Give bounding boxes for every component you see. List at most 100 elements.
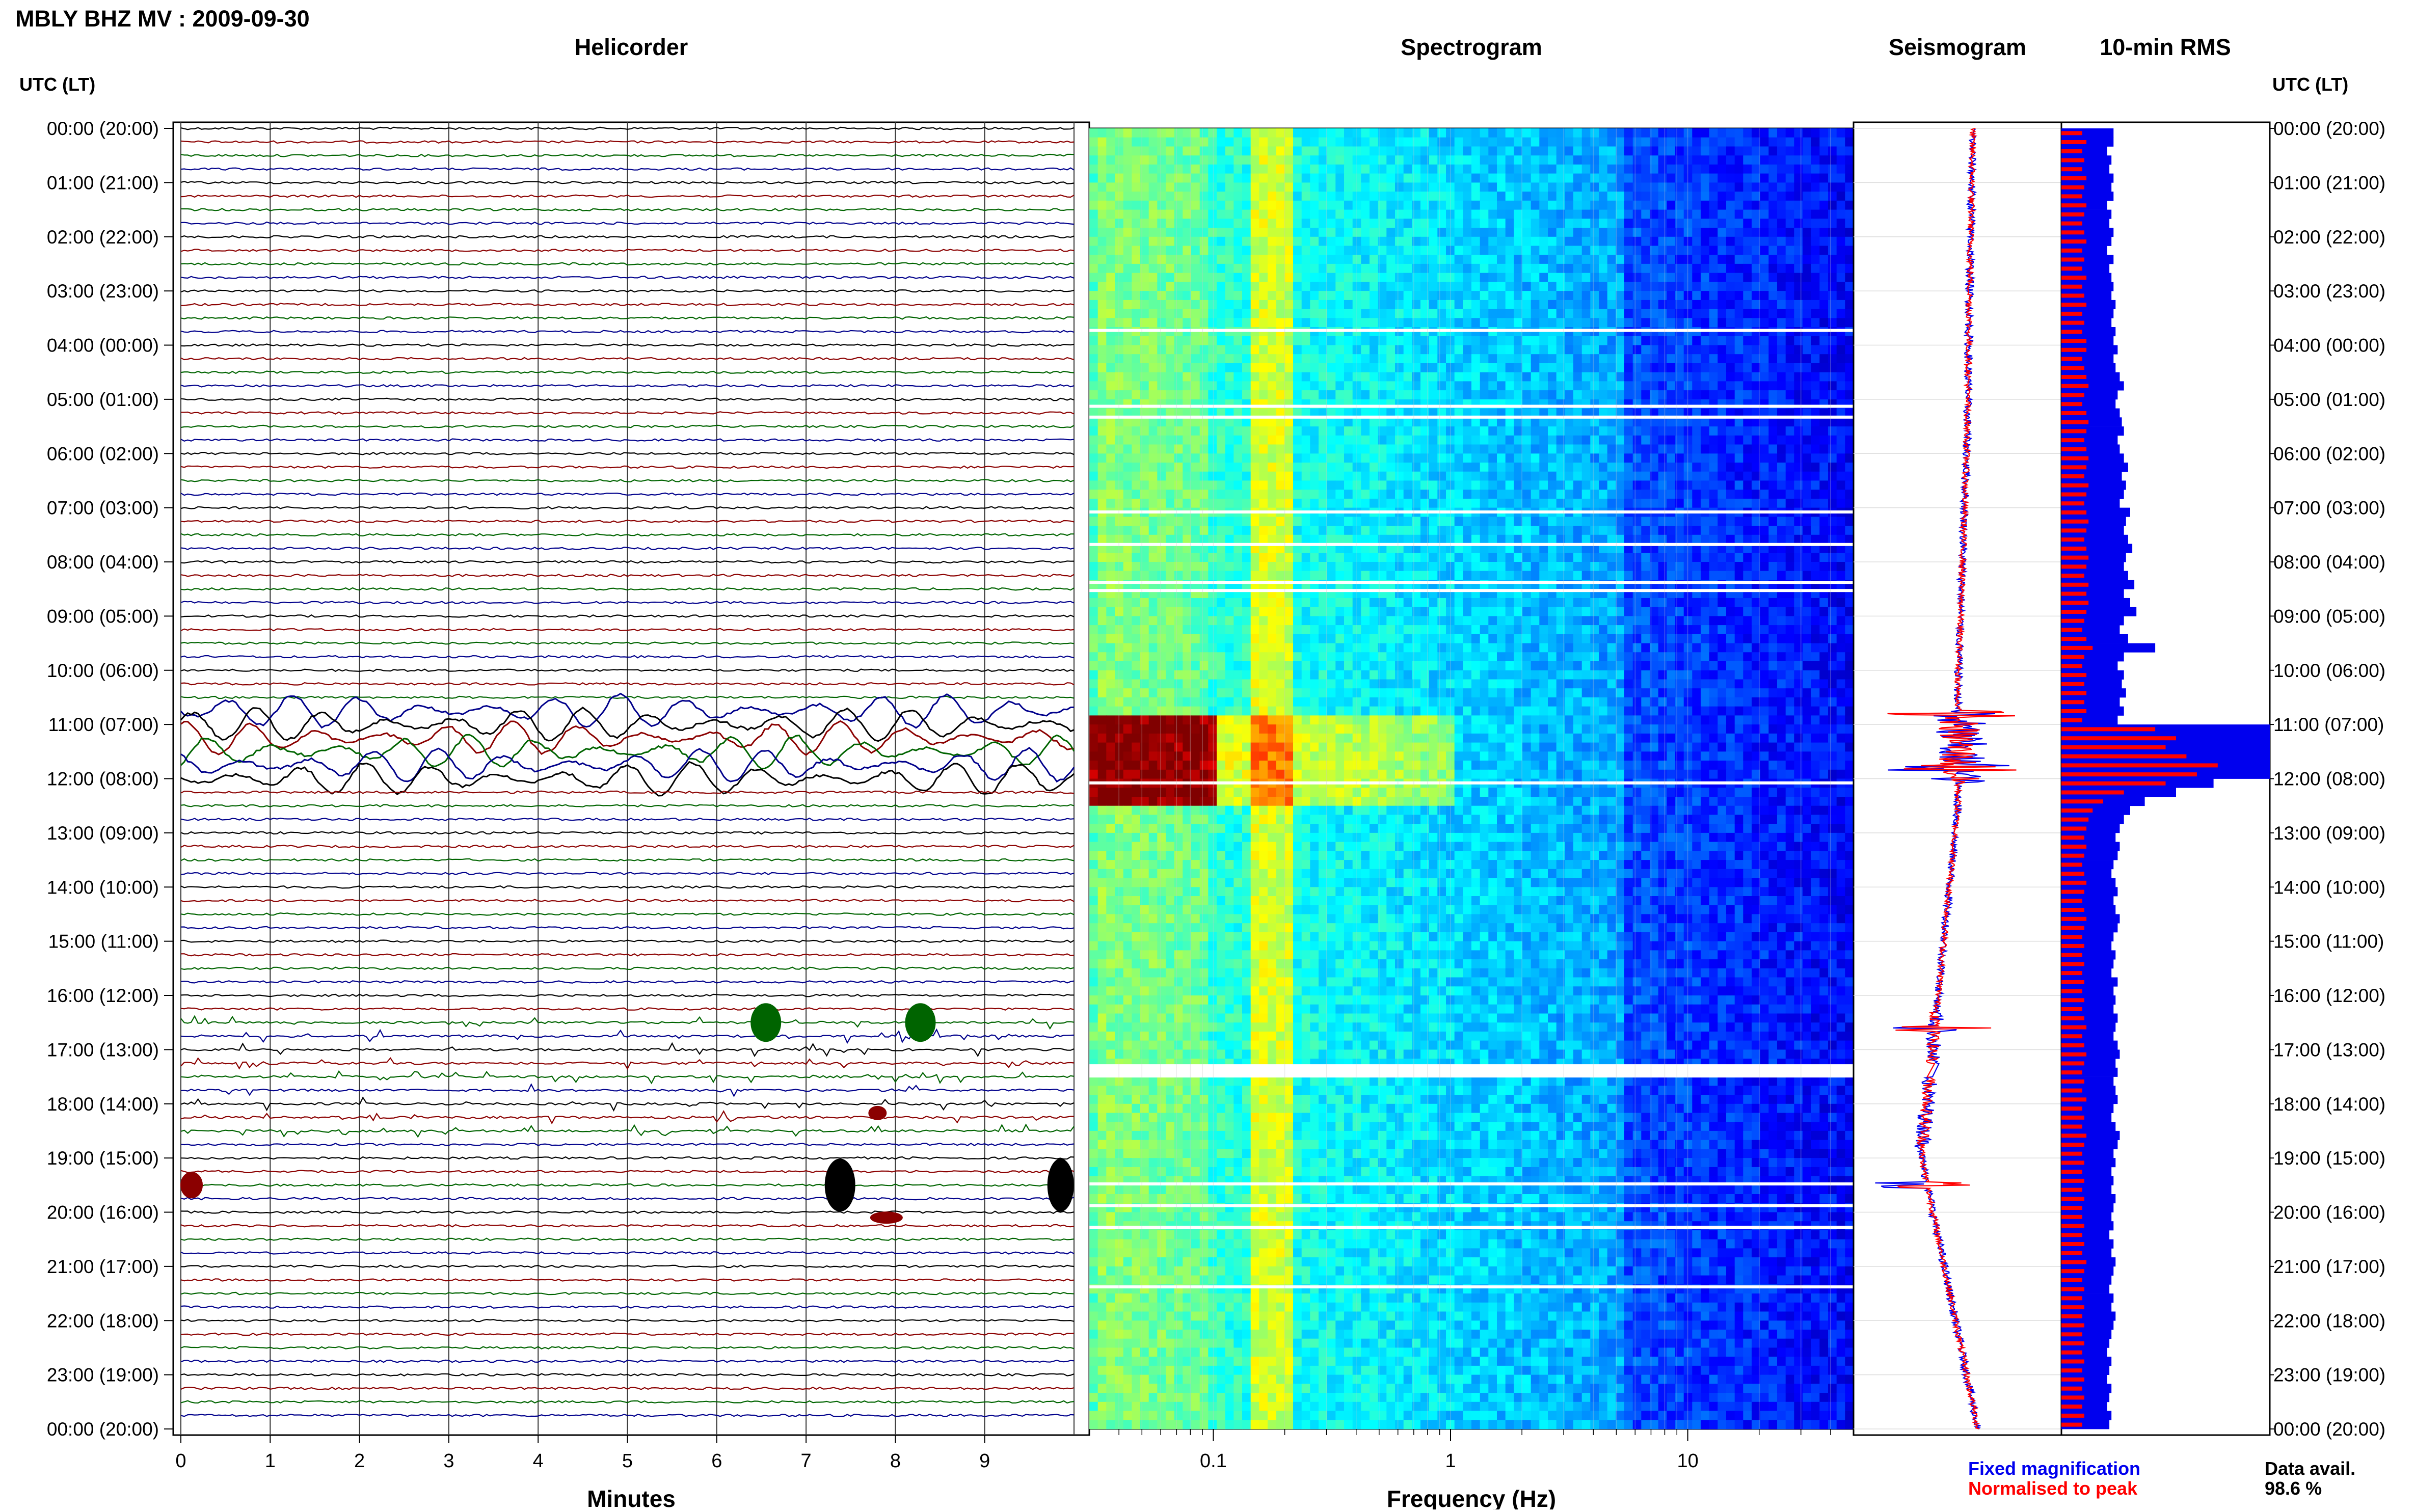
- rms-bar-normalised: [2061, 917, 2086, 921]
- rms-bar-normalised: [2061, 818, 2088, 822]
- rms-bar-normalised: [2061, 1133, 2086, 1138]
- rms-bar-normalised: [2061, 610, 2086, 614]
- frequency-axis-label: Frequency (Hz): [1387, 1486, 1556, 1509]
- rms-bar-normalised: [2061, 312, 2082, 316]
- rms-bar-normalised: [2061, 854, 2084, 858]
- rms-bar-normalised: [2061, 1160, 2084, 1165]
- rms-bar-normalised: [2061, 772, 2197, 776]
- rms-bar-normalised: [2061, 447, 2086, 451]
- rms-bar-normalised: [2061, 998, 2084, 1002]
- rms-bar-normalised: [2061, 1368, 2082, 1372]
- rms-bar-normalised: [2061, 375, 2086, 379]
- time-label-left: 01:00 (21:00): [47, 172, 159, 193]
- rms-bar-normalised: [2061, 176, 2086, 180]
- rms-bar-normalised: [2061, 1025, 2086, 1030]
- rms-bar-normalised: [2061, 1395, 2084, 1399]
- rms-panel: [2061, 122, 2270, 1435]
- rms-bar-normalised: [2061, 1034, 2082, 1038]
- rms-bar-normalised: [2061, 564, 2086, 569]
- frequency-tick-label: 10: [1677, 1450, 1698, 1472]
- rms-bar-normalised: [2061, 420, 2088, 424]
- rms-bar-normalised: [2061, 222, 2082, 226]
- rms-bar-normalised: [2061, 249, 2082, 253]
- rms-bar-normalised: [2061, 528, 2086, 532]
- time-label-right: 16:00 (12:00): [2273, 985, 2385, 1006]
- rms-bar-normalised: [2061, 673, 2086, 677]
- rms-bar-normalised: [2061, 628, 2082, 632]
- time-label-right: 09:00 (05:00): [2273, 606, 2385, 627]
- rms-bar-normalised: [2061, 1206, 2082, 1210]
- time-label-left: 16:00 (12:00): [47, 985, 159, 1006]
- time-label-right: 00:00 (20:00): [2273, 118, 2385, 139]
- rms-bar-normalised: [2061, 718, 2082, 722]
- time-label-left: 09:00 (05:00): [47, 606, 159, 627]
- time-label-right: 19:00 (15:00): [2273, 1148, 2385, 1169]
- helicorder-event-burst: [1048, 1158, 1074, 1211]
- rms-bar-normalised: [2061, 1052, 2086, 1057]
- frequency-tick-label: 1: [1445, 1450, 1456, 1472]
- rms-bar-normalised: [2061, 926, 2084, 930]
- rms-bar-normalised: [2061, 167, 2082, 171]
- rms-bar-normalised: [2061, 438, 2084, 442]
- utc-label-right: UTC (LT): [2272, 74, 2348, 95]
- rms-bar-normalised: [2061, 808, 2092, 813]
- rms-bar-normalised: [2061, 366, 2084, 370]
- rms-bar-normalised: [2061, 556, 2088, 560]
- time-label-left: 10:00 (06:00): [47, 660, 159, 681]
- time-label-left: 11:00 (07:00): [48, 714, 159, 735]
- time-label-right: 14:00 (10:00): [2273, 877, 2385, 898]
- minutes-tick-label: 8: [890, 1450, 901, 1472]
- rms-bar-normalised: [2061, 1116, 2084, 1120]
- rms-bar-normalised: [2061, 1341, 2084, 1345]
- rms-bar-normalised: [2061, 1233, 2082, 1237]
- rms-bar-normalised: [2061, 411, 2086, 415]
- seismogram-title: Seismogram: [1889, 34, 2026, 60]
- time-label-left: 02:00 (22:00): [47, 227, 159, 248]
- rms-bar-normalised: [2061, 547, 2086, 551]
- rms-bar-normalised: [2061, 1305, 2084, 1309]
- rms-bar-normalised: [2061, 212, 2084, 217]
- rms-bar-normalised: [2061, 845, 2086, 849]
- rms-bar-normalised: [2061, 339, 2086, 343]
- rms-bar-normalised: [2061, 510, 2086, 515]
- rms-bar-normalised: [2061, 402, 2082, 406]
- helicorder-event-burst: [870, 1211, 903, 1224]
- rms-bar-normalised: [2061, 592, 2086, 596]
- time-label-right: 04:00 (00:00): [2273, 335, 2385, 356]
- rms-bar-normalised: [2061, 754, 2186, 759]
- rms-bar-normalised: [2061, 1387, 2082, 1391]
- rms-bar-normalised: [2061, 276, 2086, 280]
- rms-bar-normalised: [2061, 293, 2084, 298]
- time-label-right: 08:00 (04:00): [2273, 552, 2385, 573]
- rms-bar-normalised: [2061, 655, 2084, 659]
- rms-bar-normalised: [2061, 1278, 2082, 1282]
- helicorder-event-burst: [750, 1003, 781, 1042]
- rms-bar-normalised: [2061, 637, 2086, 641]
- rms-bar-normalised: [2061, 1188, 2082, 1192]
- rms-bar-normalised: [2061, 1378, 2084, 1382]
- time-label-left: 05:00 (01:00): [47, 389, 159, 410]
- rms-bar-normalised: [2061, 574, 2084, 578]
- time-label-right: 11:00 (07:00): [2273, 714, 2384, 735]
- rms-bar-normalised: [2061, 1043, 2084, 1047]
- rms-bar-normalised: [2061, 1007, 2082, 1011]
- time-label-left: 03:00 (23:00): [47, 281, 159, 302]
- rms-bar-normalised: [2061, 140, 2086, 144]
- time-label-left: 12:00 (08:00): [47, 769, 159, 790]
- rms-bar-normalised: [2061, 1251, 2082, 1255]
- rms-bar-normalised: [2061, 971, 2082, 975]
- rms-bar-normalised: [2061, 781, 2166, 786]
- rms-bar-normalised: [2061, 258, 2084, 262]
- rms-bar-normalised: [2061, 908, 2084, 912]
- rms-bar-normalised: [2061, 493, 2086, 497]
- rms-bar-normalised: [2061, 799, 2103, 803]
- rms-bar-normalised: [2061, 158, 2084, 163]
- rms-title: 10-min RMS: [2100, 34, 2231, 60]
- time-label-left: 14:00 (10:00): [47, 877, 159, 898]
- time-label-right: 05:00 (01:00): [2273, 389, 2385, 410]
- rms-bar-normalised: [2061, 348, 2086, 352]
- rms-bar-normalised: [2061, 483, 2088, 488]
- helicorder-event-burst: [905, 1003, 935, 1042]
- rms-bar-normalised: [2061, 230, 2084, 234]
- helicorder-event-burst: [825, 1158, 855, 1211]
